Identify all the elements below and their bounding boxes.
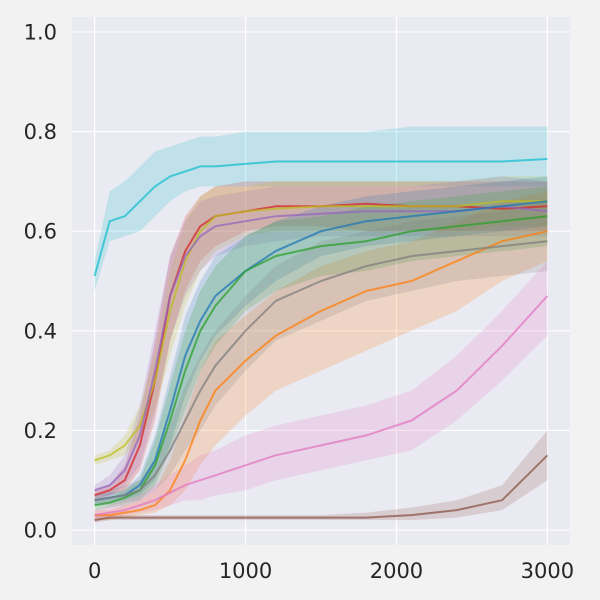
x-tick-label: 0 [88,559,101,583]
series-line-4 [94,205,548,492]
y-tick-label: 0.6 [24,220,57,244]
y-tick-label: 1.0 [24,20,57,44]
y-tick-label: 0.0 [24,519,57,543]
confidence-bands [94,126,548,523]
series-band-7 [94,186,548,511]
series-line-1 [93,158,548,277]
series-line-8 [94,240,548,502]
x-tick-label: 1000 [219,559,272,583]
series-lines [93,158,549,522]
y-tick-label: 0.8 [24,120,57,144]
series-line-10 [94,454,549,522]
y-tick-label: 0.2 [24,419,57,443]
series-band-3 [94,176,548,466]
x-axis-ticks: 0 1000 2000 3000 [88,559,574,583]
y-axis-ticks: 0.0 0.2 0.4 0.6 0.8 1.0 [24,20,57,542]
series-band-8 [94,201,548,506]
series-line-6 [94,200,548,502]
series-line-5 [94,230,548,517]
series-band-5 [94,191,548,521]
series-band-4 [94,176,548,496]
x-tick-label: 2000 [370,559,423,583]
x-tick-label: 3000 [521,559,574,583]
series-band-1 [94,126,548,291]
series-line-3 [94,200,548,462]
series-band-2 [94,181,548,501]
y-tick-label: 0.4 [24,319,57,343]
series-band-9 [94,261,548,521]
series-line-9 [94,295,549,517]
